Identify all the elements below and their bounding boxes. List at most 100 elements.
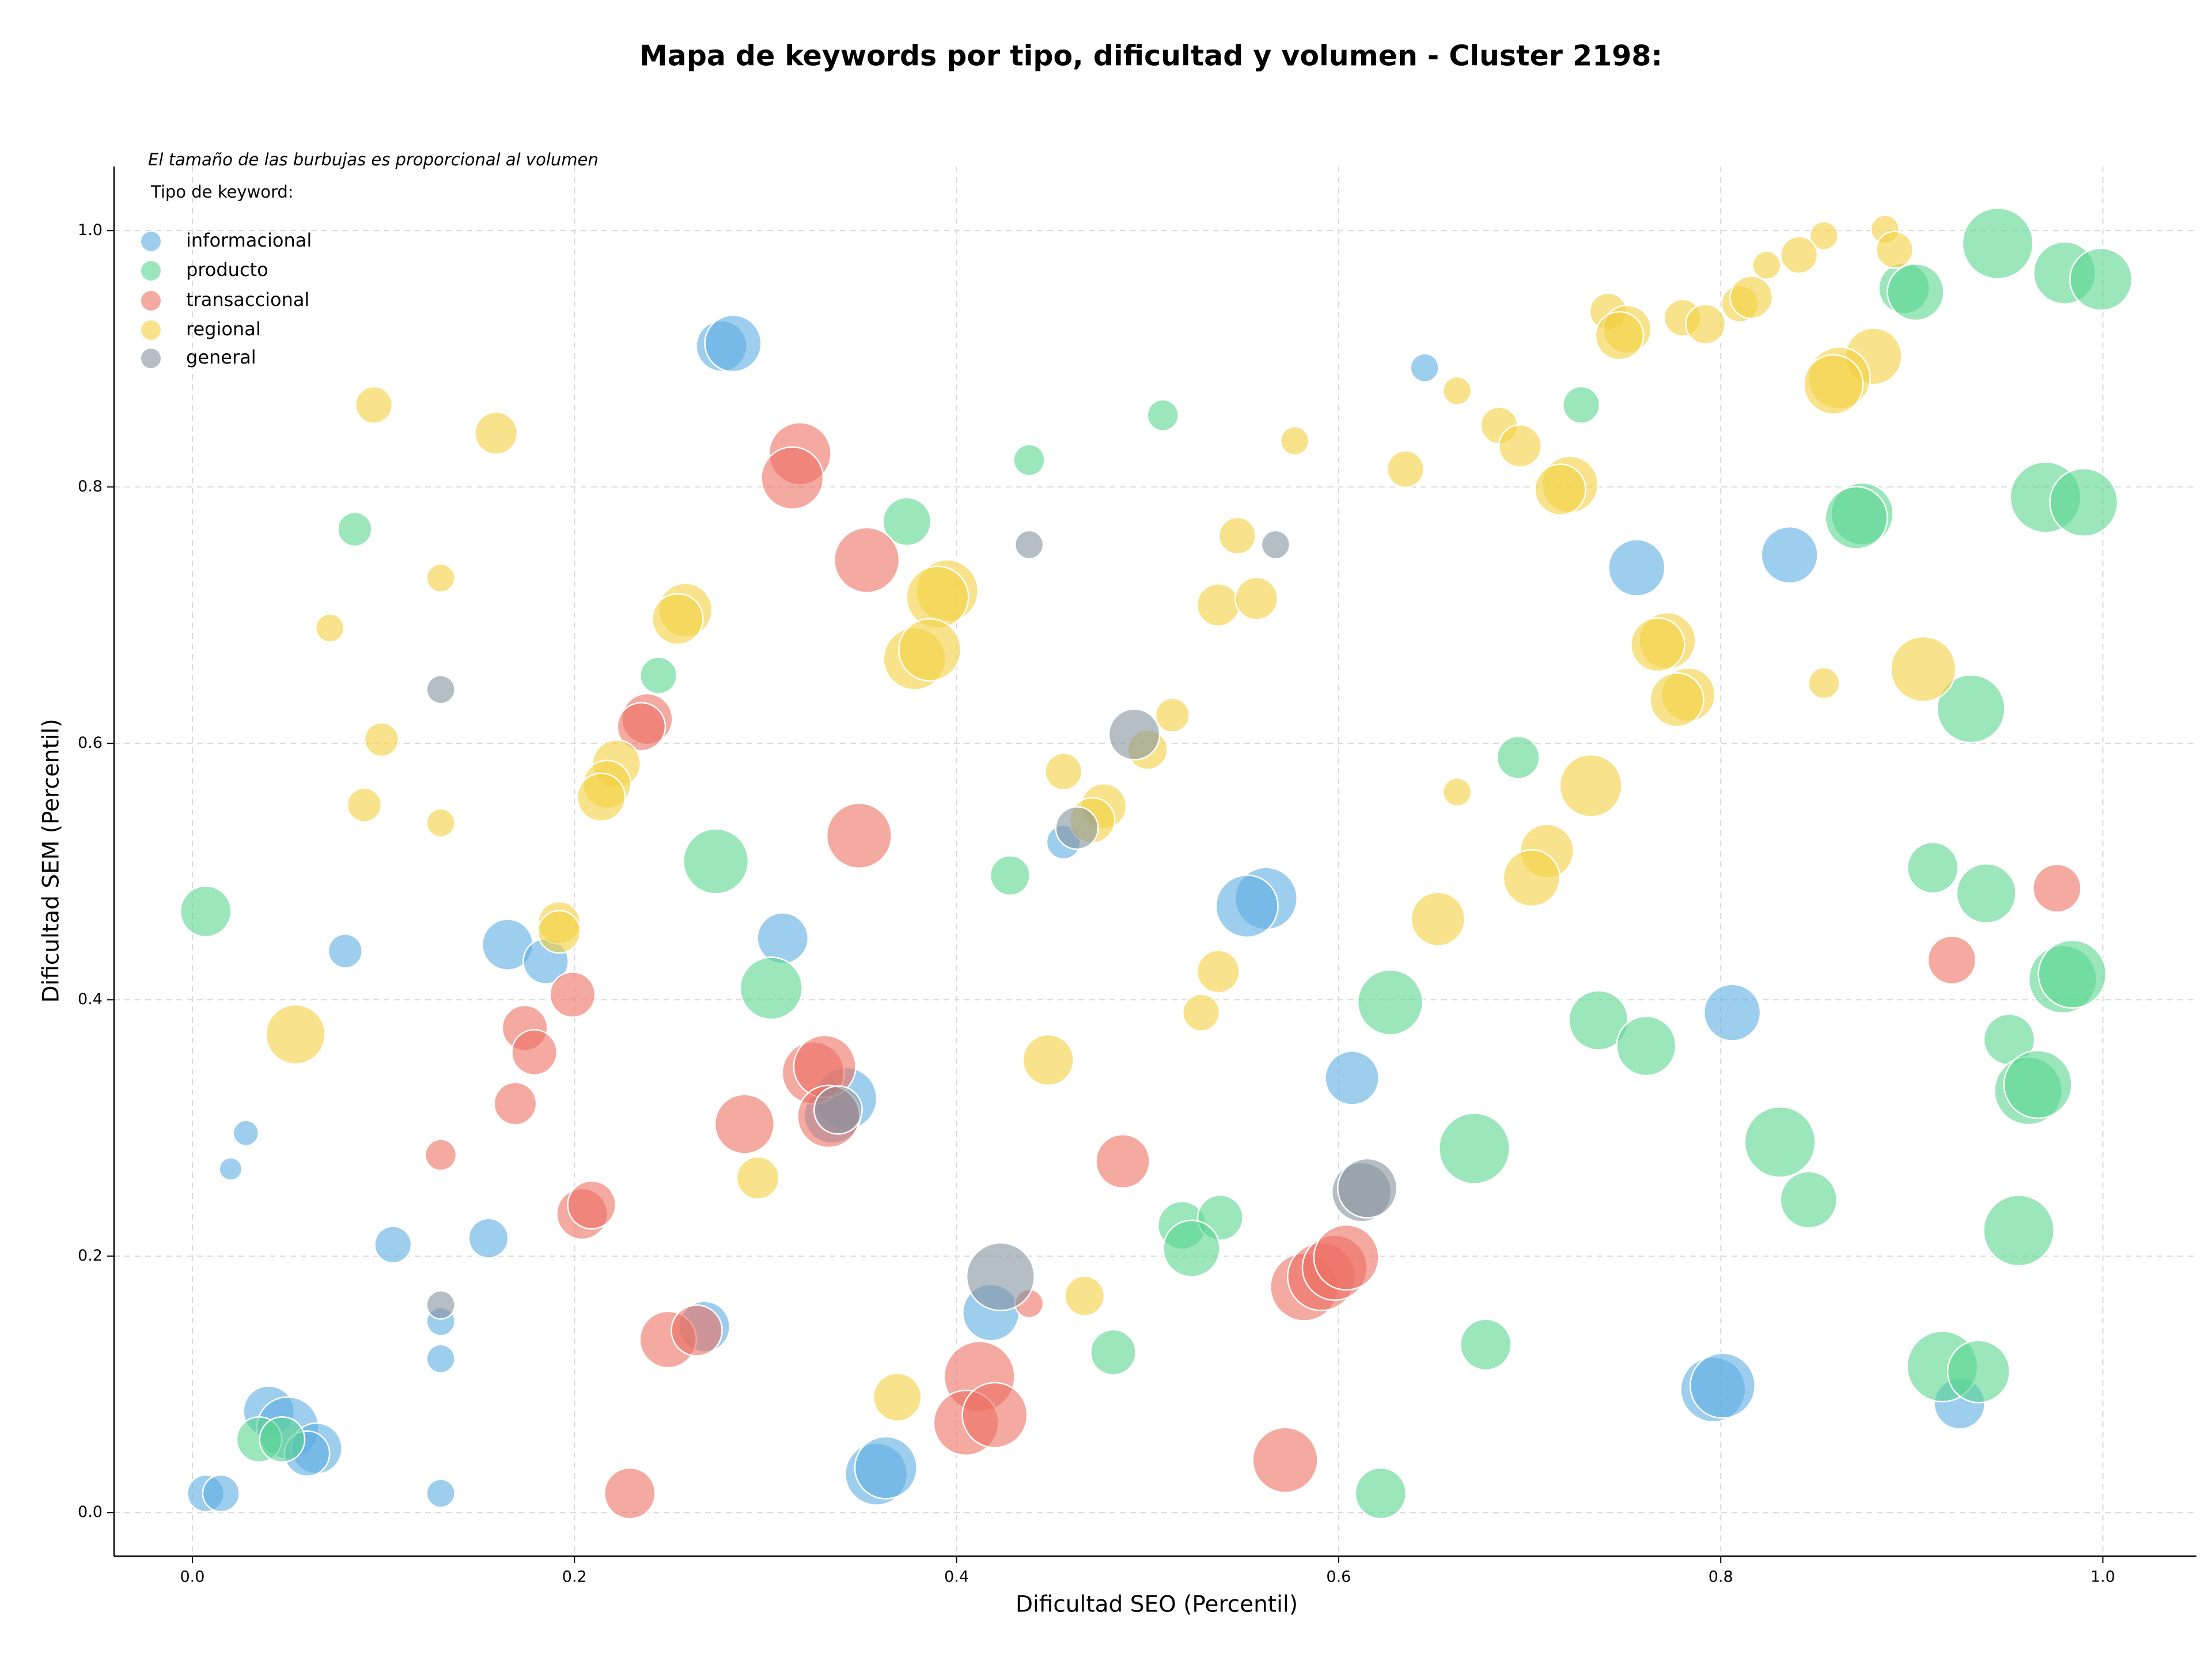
bubble — [426, 808, 456, 838]
bubble — [337, 512, 373, 547]
bubble — [1630, 617, 1685, 672]
y-tick-label: 1.0 — [78, 221, 103, 239]
grid — [114, 167, 2196, 1556]
bubble — [1182, 993, 1221, 1032]
bubble — [639, 656, 678, 695]
bubble — [1875, 230, 1914, 269]
bubble — [760, 446, 824, 510]
bubble — [813, 1085, 863, 1135]
annotation: El tamaño de las burbujas es proporciona… — [148, 150, 599, 169]
legend-title: Tipo de keyword: — [150, 182, 294, 202]
bubble — [825, 802, 893, 869]
bubble — [1956, 862, 2017, 924]
x-tick-label: 0.0 — [180, 1568, 205, 1586]
bubble — [1498, 424, 1542, 468]
bubble — [179, 885, 232, 938]
bubble — [2032, 863, 2082, 913]
bubble — [1496, 735, 1540, 780]
bubble — [1779, 1171, 1838, 1229]
bubble — [315, 613, 345, 643]
bubble — [1095, 1133, 1150, 1189]
bubble — [1927, 935, 1977, 985]
bubble — [426, 1290, 456, 1320]
bubble — [1808, 667, 1840, 699]
bubble — [1146, 399, 1179, 432]
x-tick-label: 0.4 — [944, 1568, 969, 1586]
bubble — [426, 1344, 456, 1374]
bubble — [346, 787, 382, 823]
bubble — [1559, 754, 1623, 818]
bubble — [1689, 1352, 1756, 1419]
x-tick-label: 0.8 — [1709, 1568, 1733, 1586]
bubble — [327, 933, 363, 969]
bubble — [537, 910, 581, 954]
bubble — [604, 1467, 656, 1520]
bubble — [1410, 891, 1466, 947]
bubble — [202, 1474, 240, 1513]
bubble — [989, 854, 1031, 896]
bubble — [1685, 304, 1726, 345]
x-tick-label: 0.6 — [1326, 1568, 1351, 1586]
bubble — [1218, 516, 1257, 555]
bubble — [1983, 1194, 2055, 1267]
bubble — [232, 1119, 260, 1147]
bubble — [1354, 1467, 1407, 1520]
y-tick-label: 0.4 — [78, 990, 103, 1008]
bubble — [424, 1138, 457, 1171]
bubble — [704, 314, 762, 373]
bubble — [739, 956, 804, 1020]
bubble — [1608, 539, 1666, 597]
bubble — [872, 1372, 922, 1422]
bubble — [1234, 576, 1279, 620]
bubble — [1410, 353, 1440, 383]
y-tick-label: 0.8 — [78, 478, 103, 495]
legend-marker — [141, 261, 161, 281]
bubble — [1459, 1318, 1512, 1371]
bubble — [1760, 525, 1819, 584]
bubble — [671, 1304, 723, 1357]
bubble — [898, 618, 962, 682]
bubble — [652, 593, 704, 645]
axes: 0.0 0.2 0.4 0.6 0.8 1.0 0.0 0.2 0.4 0.6 0.8 1.0 — [78, 167, 2196, 1586]
bubble — [1824, 486, 1888, 550]
bubble — [616, 702, 666, 752]
bubble — [1809, 221, 1839, 251]
bubble — [511, 1029, 558, 1076]
bubble — [736, 1156, 780, 1200]
legend-label: informacional — [186, 229, 312, 251]
bubble — [1780, 236, 1819, 274]
bubble — [1324, 1050, 1380, 1106]
bubble — [2069, 247, 2133, 311]
bubble — [1196, 582, 1240, 627]
bubble — [1887, 263, 1945, 321]
bubble — [834, 527, 900, 593]
bubble — [1064, 1275, 1105, 1316]
bubble — [1260, 529, 1291, 560]
bubble — [854, 1436, 918, 1500]
bubble — [265, 1004, 326, 1065]
bubble — [1534, 463, 1586, 516]
legend: El tamaño de las burbujas es proporciona… — [141, 150, 599, 368]
bubble — [1252, 1427, 1319, 1493]
bubble — [882, 497, 932, 547]
bubble — [1154, 697, 1190, 733]
bubble — [426, 675, 456, 705]
bubble — [2003, 1050, 2073, 1119]
bubble — [1279, 426, 1310, 456]
bubble — [1196, 949, 1240, 994]
bubble — [1313, 1224, 1380, 1291]
legend-marker — [141, 349, 161, 368]
bubble — [683, 828, 749, 895]
x-axis-label: Dificultad SEO (Percentil) — [1016, 1592, 1298, 1618]
bubble — [1890, 635, 1957, 702]
bubble — [1090, 1329, 1137, 1376]
bubble — [1442, 777, 1472, 807]
y-axis-label: Dificultad SEM (Percentil) — [39, 718, 65, 1002]
bubble — [965, 1242, 1035, 1311]
bubble — [1438, 1112, 1510, 1185]
bubble — [1108, 708, 1161, 761]
bubble — [1936, 674, 2006, 744]
bubble — [493, 1081, 537, 1126]
legend-marker — [141, 232, 161, 251]
